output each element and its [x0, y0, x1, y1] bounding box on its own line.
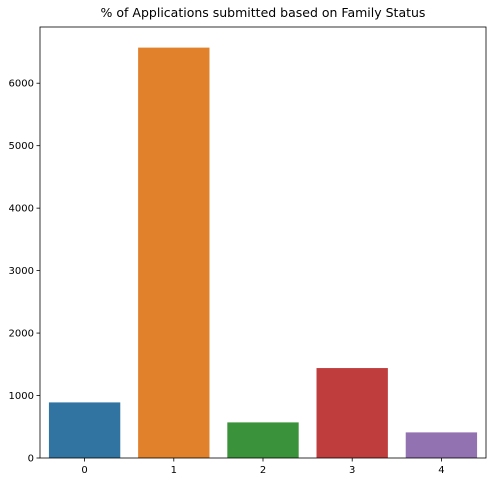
x-tick-label-0: 0: [81, 465, 87, 476]
x-tick-label-1: 1: [171, 465, 177, 476]
plot-frame: [39, 26, 487, 459]
bar-3: [316, 368, 388, 458]
x-tick-label-3: 3: [349, 465, 355, 476]
y-tick-label-1000: 1000: [9, 391, 34, 402]
x-axis: 0 1 2 3 4: [81, 458, 445, 476]
y-tick-label-5000: 5000: [9, 141, 34, 152]
bar-4: [405, 432, 478, 458]
bar-0: [48, 402, 121, 458]
x-tick-label-2: 2: [260, 465, 266, 476]
y-tick-label-3000: 3000: [9, 266, 34, 277]
chart-title: % of Applications submitted based on Fam…: [101, 5, 426, 20]
bars-group: [48, 47, 478, 459]
y-tick-label-0: 0: [28, 454, 34, 465]
x-tick-label-4: 4: [438, 465, 444, 476]
bar-1: [138, 47, 210, 459]
y-axis: 0 1000 2000 3000 4000 5000 6000: [9, 79, 40, 465]
y-tick-label-2000: 2000: [9, 329, 34, 340]
y-tick-label-4000: 4000: [9, 204, 34, 215]
y-tick-label-6000: 6000: [9, 79, 34, 90]
plot-border: [39, 26, 487, 459]
bar-2: [227, 422, 299, 458]
